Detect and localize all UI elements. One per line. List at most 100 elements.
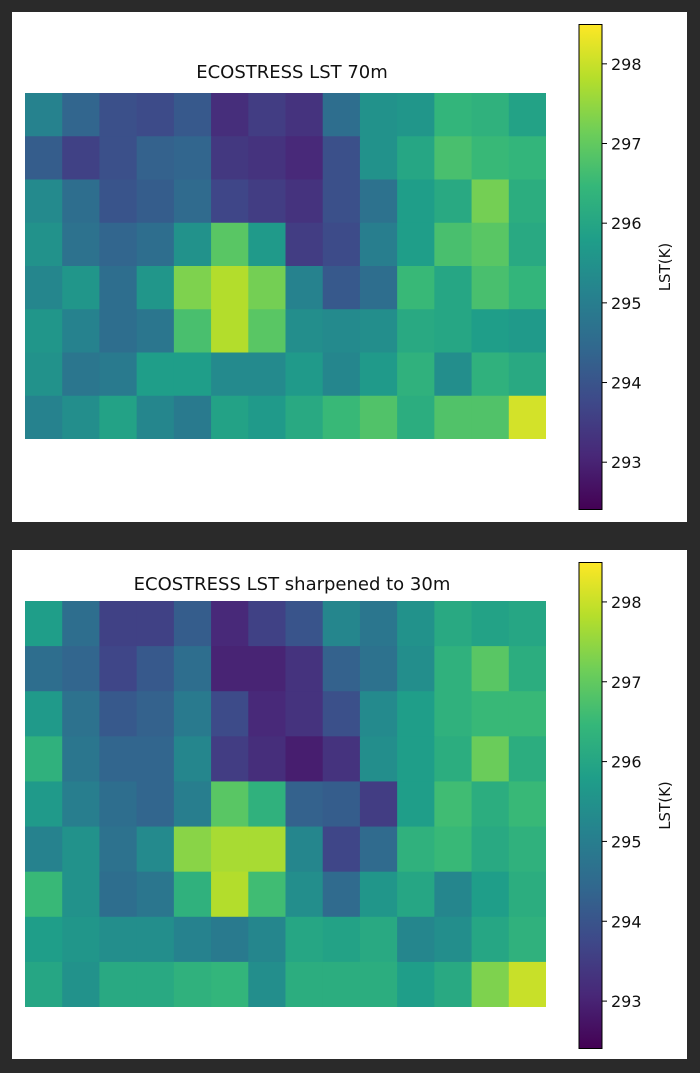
heatmap-cell [211, 93, 249, 137]
heatmap-cell [173, 961, 212, 1007]
heatmap-cell [136, 871, 175, 918]
heatmap-cell [211, 961, 249, 1007]
heatmap-cell [248, 266, 287, 310]
heatmap-cell [248, 136, 287, 181]
heatmap-cell [508, 871, 546, 918]
heatmap-cell [173, 179, 212, 224]
heatmap-cell [471, 736, 510, 783]
heatmap-cell [25, 691, 63, 737]
colorbar-tick-label: 296 [611, 753, 642, 772]
heatmap-cell [173, 352, 212, 397]
heatmap-cell [211, 916, 249, 963]
heatmap-cell [62, 179, 101, 224]
heatmap-cell [397, 601, 435, 647]
heatmap-cell [359, 395, 398, 439]
heatmap-cell [508, 309, 546, 354]
heatmap-cell [434, 93, 473, 137]
heatmap-cell [471, 222, 510, 267]
heatmap-cell [285, 179, 324, 224]
heatmap-cell [99, 646, 138, 692]
heatmap-cell [173, 871, 212, 918]
heatmap-cell [397, 691, 435, 737]
lst-heatmap [25, 93, 546, 439]
colorbar-label: LST(K) [656, 243, 674, 292]
heatmap-cell [25, 646, 63, 692]
heatmap-cell [136, 826, 175, 873]
colorbar-tick-label: 294 [611, 912, 642, 931]
colorbar-tick-label: 293 [611, 453, 642, 472]
heatmap-cell [434, 222, 473, 267]
heatmap-cell [136, 309, 175, 354]
heatmap-cell [508, 352, 546, 397]
heatmap-cell [285, 266, 324, 310]
heatmap-cell [62, 871, 101, 918]
heatmap-cell [248, 309, 287, 354]
heatmap-cell [173, 736, 212, 783]
heatmap-cell [359, 266, 398, 310]
heatmap-cell [136, 395, 175, 439]
heatmap-cell [62, 352, 101, 397]
heatmap-cell [397, 916, 435, 963]
heatmap-cell [434, 601, 473, 647]
colorbar-tick-label: 295 [611, 832, 642, 851]
heatmap-cell [322, 691, 361, 737]
heatmap-cell [248, 601, 287, 647]
heatmap-cell [62, 309, 101, 354]
heatmap-cell [471, 646, 510, 692]
colorbar-tick-label: 297 [611, 135, 642, 154]
heatmap-cell [285, 646, 324, 692]
heatmap-cell [248, 826, 287, 873]
heatmap-cell [322, 352, 361, 397]
heatmap-cell [62, 266, 101, 310]
heatmap-cell [62, 222, 101, 267]
heatmap-cell [285, 222, 324, 267]
heatmap-cell [136, 352, 175, 397]
heatmap-cell [434, 691, 473, 737]
heatmap-cell [136, 93, 175, 137]
heatmap-cell [508, 916, 546, 963]
heatmap-cell [285, 736, 324, 783]
heatmap-cell [211, 781, 249, 828]
heatmap-cell [397, 961, 435, 1007]
heatmap-cell [25, 736, 63, 783]
colorbar-tick-label: 298 [611, 55, 642, 74]
heatmap-cell [397, 309, 435, 354]
heatmap-cell [285, 309, 324, 354]
heatmap-cell [434, 646, 473, 692]
chart-panel-lst-30m: ECOSTRESS LST sharpened to 30m 293 294 295… [12, 550, 687, 1059]
heatmap-cell [99, 93, 138, 137]
heatmap-cell [211, 395, 249, 439]
heatmap-cell [136, 916, 175, 963]
heatmap-cell [359, 736, 398, 783]
heatmap-cell [359, 309, 398, 354]
heatmap-cell [471, 601, 510, 647]
heatmap-cell [359, 871, 398, 918]
heatmap-cell [25, 352, 63, 397]
heatmap-cell [62, 916, 101, 963]
heatmap-cell [434, 179, 473, 224]
heatmap-cell [62, 646, 101, 692]
colorbar-tick-label: 294 [611, 374, 642, 393]
heatmap-cell [285, 826, 324, 873]
heatmap-cell [99, 871, 138, 918]
heatmap-cell [211, 691, 249, 737]
heatmap-cell [285, 136, 324, 181]
heatmap-cell [285, 601, 324, 647]
heatmap-cell [285, 871, 324, 918]
heatmap-cell [322, 601, 361, 647]
heatmap-cell [322, 646, 361, 692]
heatmap-cell [25, 395, 63, 439]
colorbar-label: LST(K) [656, 781, 674, 830]
heatmap-cell [359, 179, 398, 224]
colorbar-gradient [578, 562, 603, 1049]
heatmap-cell [173, 93, 212, 137]
heatmap-cell [434, 736, 473, 783]
heatmap-cell [25, 961, 63, 1007]
heatmap-cell [248, 871, 287, 918]
heatmap-cell [359, 781, 398, 828]
heatmap-cell [285, 916, 324, 963]
heatmap-cell [25, 179, 63, 224]
heatmap-cell [211, 871, 249, 918]
heatmap-cell [136, 781, 175, 828]
heatmap-cell [173, 395, 212, 439]
